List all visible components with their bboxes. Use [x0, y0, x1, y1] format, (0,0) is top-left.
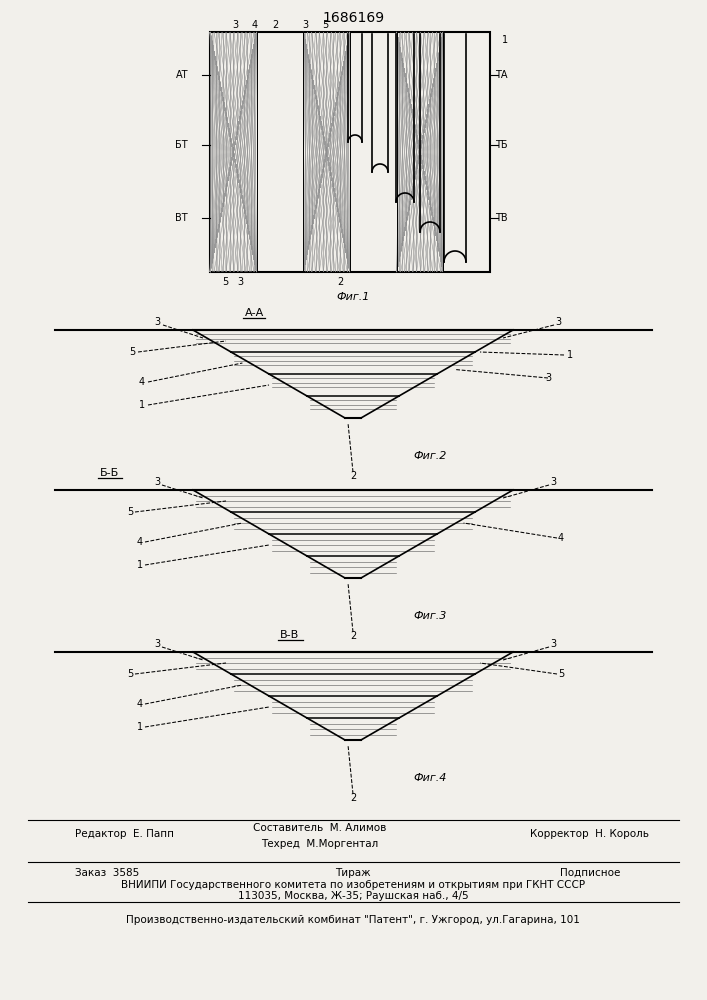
Text: Фиг.1: Фиг.1	[337, 292, 370, 302]
Text: 2: 2	[337, 277, 343, 287]
Text: Фиг.2: Фиг.2	[414, 451, 447, 461]
Text: Тираж: Тираж	[335, 868, 370, 878]
Text: TВ: TВ	[495, 213, 508, 223]
Text: 4: 4	[137, 537, 143, 547]
Text: ВНИИПИ Государственного комитета по изобретениям и открытиям при ГКНТ СССР: ВНИИПИ Государственного комитета по изоб…	[121, 880, 585, 890]
Text: А-А: А-А	[245, 308, 264, 318]
Text: 3: 3	[232, 20, 238, 30]
Text: 3: 3	[154, 317, 160, 327]
Text: 2: 2	[272, 20, 278, 30]
Text: 5: 5	[322, 20, 328, 30]
Text: TА: TА	[495, 70, 508, 80]
Text: 3: 3	[237, 277, 243, 287]
Text: Корректор  Н. Король: Корректор Н. Король	[530, 829, 650, 839]
Text: Фиг.3: Фиг.3	[414, 611, 447, 621]
Text: 4: 4	[137, 699, 143, 709]
Text: 1: 1	[139, 400, 145, 410]
Text: 3: 3	[545, 373, 551, 383]
Text: 4: 4	[558, 533, 564, 543]
Text: 5: 5	[558, 669, 564, 679]
Text: 1: 1	[137, 722, 143, 732]
Text: Составитель  М. Алимов: Составитель М. Алимов	[253, 823, 387, 833]
Text: 3: 3	[550, 639, 556, 649]
Text: 1: 1	[502, 35, 508, 45]
Bar	[210, 32, 490, 272]
Text: 3: 3	[154, 477, 160, 487]
Text: Подписное: Подписное	[560, 868, 620, 878]
Text: 5: 5	[222, 277, 228, 287]
Text: 4: 4	[252, 20, 258, 30]
Text: В-В: В-В	[280, 630, 299, 640]
Text: Производственно-издательский комбинат "Патент", г. Ужгород, ул.Гагарина, 101: Производственно-издательский комбинат "П…	[126, 915, 580, 925]
Text: 3: 3	[550, 477, 556, 487]
Text: 2: 2	[350, 793, 356, 803]
Text: АT: АT	[175, 70, 188, 80]
Text: Техред  М.Моргентал: Техред М.Моргентал	[262, 839, 379, 849]
Text: 1686169: 1686169	[322, 11, 384, 25]
Text: Б-Б: Б-Б	[100, 468, 119, 478]
Text: Заказ  3585: Заказ 3585	[75, 868, 139, 878]
Text: 113035, Москва, Ж-35; Раушская наб., 4/5: 113035, Москва, Ж-35; Раушская наб., 4/5	[238, 891, 468, 901]
Text: 4: 4	[139, 377, 145, 387]
Text: ВT: ВT	[175, 213, 188, 223]
Text: БT: БT	[175, 140, 188, 150]
Text: 5: 5	[129, 347, 135, 357]
Text: 5: 5	[127, 507, 133, 517]
Text: 3: 3	[555, 317, 561, 327]
Text: 2: 2	[350, 631, 356, 641]
Text: 3: 3	[302, 20, 308, 30]
Text: Фиг.4: Фиг.4	[414, 773, 447, 783]
Text: TБ: TБ	[495, 140, 508, 150]
Text: 2: 2	[350, 471, 356, 481]
Text: 1: 1	[137, 560, 143, 570]
Text: 5: 5	[127, 669, 133, 679]
Text: 3: 3	[154, 639, 160, 649]
Text: Редактор  Е. Папп: Редактор Е. Папп	[75, 829, 174, 839]
Text: 1: 1	[567, 350, 573, 360]
